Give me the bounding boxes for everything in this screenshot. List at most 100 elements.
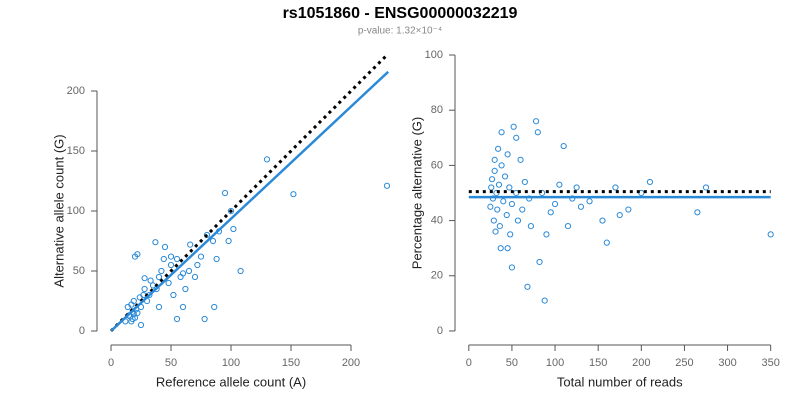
y-axis-title: Percentage alternative (G) — [409, 117, 424, 269]
point — [221, 189, 229, 197]
point — [599, 217, 606, 224]
point — [573, 184, 580, 191]
point — [488, 176, 496, 183]
point — [211, 303, 218, 311]
point — [510, 123, 517, 130]
point — [519, 206, 526, 213]
point — [131, 314, 139, 321]
point — [182, 285, 189, 293]
point — [586, 198, 593, 205]
point — [492, 228, 499, 235]
x-tick-label: 150 — [282, 357, 300, 369]
point — [495, 145, 502, 152]
x-axis-title: Total number of reads — [557, 374, 683, 389]
y-tick-label: 0 — [79, 325, 85, 337]
point — [508, 200, 516, 208]
point — [702, 184, 710, 191]
point — [491, 167, 498, 175]
point — [560, 142, 567, 150]
point — [237, 267, 244, 275]
point — [161, 243, 169, 251]
point — [187, 241, 194, 248]
y-tick-label: 200 — [67, 85, 85, 97]
y-tick-label: 0 — [437, 325, 443, 337]
reference-line — [109, 55, 387, 333]
point — [194, 261, 201, 269]
point — [134, 251, 141, 258]
point — [507, 231, 514, 238]
x-tick-label: 300 — [718, 357, 736, 369]
point — [201, 315, 208, 323]
point — [543, 231, 550, 238]
x-axis-title: Reference allele count (A) — [156, 374, 306, 389]
point — [225, 237, 232, 245]
point — [547, 209, 554, 216]
point — [160, 255, 167, 263]
point — [155, 303, 163, 311]
point — [603, 239, 610, 246]
point — [497, 245, 504, 252]
point — [612, 184, 619, 191]
point — [134, 309, 141, 317]
point — [498, 129, 505, 136]
point — [141, 285, 148, 293]
point — [527, 222, 535, 230]
point — [577, 203, 585, 210]
point — [508, 264, 516, 271]
point — [500, 198, 507, 205]
point — [167, 253, 175, 260]
y-axis-title: Alternative allele count (G) — [51, 134, 66, 287]
point — [191, 273, 199, 281]
point — [137, 321, 145, 329]
x-tick-label: 100 — [546, 357, 564, 369]
point — [513, 134, 520, 141]
point — [521, 178, 528, 186]
point — [646, 178, 654, 186]
point — [551, 200, 559, 208]
point — [556, 181, 563, 188]
y-tick-label: 150 — [67, 145, 85, 157]
x-tick-label: 200 — [632, 357, 650, 369]
point — [501, 173, 509, 180]
point — [147, 277, 154, 284]
point — [179, 303, 187, 311]
point — [536, 258, 543, 266]
point — [197, 253, 205, 260]
point — [506, 184, 513, 191]
y-tick-label: 50 — [73, 265, 85, 277]
point — [263, 156, 271, 163]
point — [517, 156, 524, 163]
point — [514, 217, 522, 224]
point — [490, 217, 497, 224]
point — [534, 129, 541, 136]
point — [491, 156, 498, 163]
x-tick-label: 100 — [222, 357, 240, 369]
point — [179, 270, 187, 277]
x-tick-label: 0 — [108, 357, 114, 369]
x-tick-label: 250 — [675, 357, 693, 369]
point — [213, 255, 220, 263]
point — [504, 151, 511, 158]
point — [152, 239, 159, 246]
point — [203, 231, 211, 239]
point — [487, 203, 494, 210]
point — [128, 318, 135, 325]
point — [227, 207, 235, 215]
reference-line — [110, 70, 390, 332]
point — [230, 225, 237, 233]
point — [496, 222, 503, 230]
x-tick-label: 350 — [762, 357, 780, 369]
y-tick-label: 20 — [431, 270, 443, 282]
x-tick-label: 200 — [342, 357, 360, 369]
point — [625, 206, 632, 213]
point — [155, 273, 163, 281]
point — [494, 206, 501, 213]
y-tick-label: 60 — [431, 159, 443, 171]
point — [767, 231, 774, 238]
point — [130, 297, 137, 305]
point — [504, 245, 511, 252]
point — [488, 184, 495, 191]
y-tick-label: 40 — [431, 214, 443, 226]
point — [173, 315, 181, 323]
x-tick-label: 150 — [589, 357, 607, 369]
